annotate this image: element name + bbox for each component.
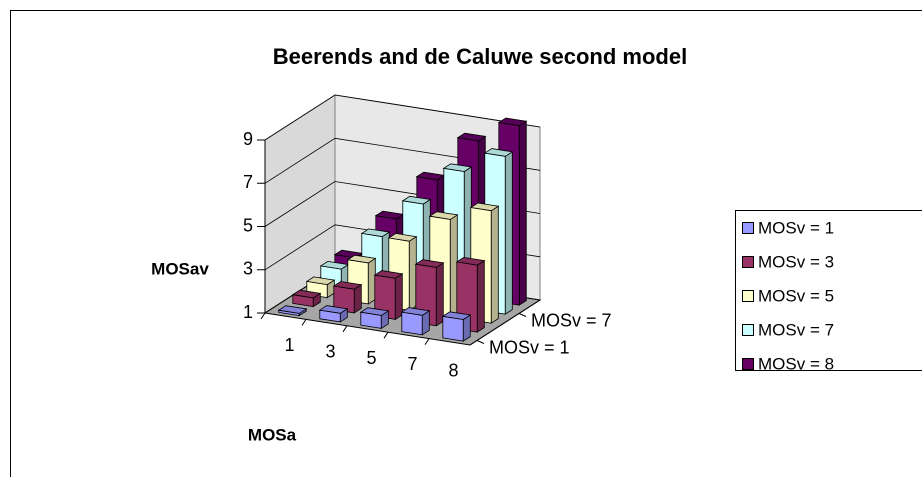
bar [400, 307, 431, 336]
depth-tick-label: MOSv = 1 [489, 337, 570, 357]
bar-top [428, 211, 459, 220]
bar-front [401, 311, 423, 336]
x-tick-label: 8 [448, 361, 458, 381]
bar [441, 311, 472, 342]
legend-label: MOSv = 3 [758, 252, 834, 271]
y-axis-label: MOSav [151, 259, 209, 278]
bar-side [449, 214, 458, 318]
bar-top [400, 307, 431, 316]
depth-tick [518, 313, 527, 317]
legend-label: MOSv = 7 [758, 320, 834, 339]
bar-side [518, 120, 527, 306]
legend: MOSv = 1 MOSv = 3 MOSv = 5 MOSv = 7 MOSv = 8 [735, 210, 922, 373]
grid-line [264, 94, 541, 141]
legend-swatch [742, 358, 754, 370]
x-tick-label: 5 [366, 348, 376, 368]
x-tick [260, 312, 266, 320]
legend-label: MOSv = 1 [758, 218, 834, 237]
y-tick-label: 9 [243, 129, 253, 149]
legend-swatch [742, 290, 754, 302]
depth-axis-line [469, 299, 541, 346]
bar-side [408, 235, 417, 312]
x-tick-label: 1 [284, 335, 294, 355]
y-tick-label: 5 [243, 215, 253, 235]
bar-top [442, 163, 473, 172]
y-tick-label: 1 [243, 302, 253, 322]
x-tick [424, 338, 430, 345]
bar [277, 305, 308, 317]
bar [291, 289, 322, 308]
bar-top [387, 232, 418, 242]
x-tick [383, 331, 389, 339]
bar-top [305, 276, 336, 286]
x-tick-label: 7 [407, 354, 417, 374]
bar-top [456, 132, 487, 142]
x-tick-label: 3 [325, 341, 335, 361]
bar-top [277, 305, 308, 314]
plot-area: 1 3 5 7 9 1 3 5 7 8 MOSv = 1 MOSv = 7 [243, 94, 612, 381]
depth-tick [476, 340, 485, 344]
bar [332, 281, 363, 314]
bar-top [441, 311, 472, 320]
bar-side [504, 151, 513, 315]
legend-swatch [742, 256, 754, 268]
legend-swatch [742, 222, 754, 234]
x-axis-label: MOSa [248, 425, 297, 444]
bar [373, 270, 404, 321]
legend-swatch [742, 324, 754, 336]
bar-top [497, 117, 528, 127]
bar [359, 307, 390, 330]
depth-tick-label: MOSv = 7 [531, 310, 612, 330]
bar-top [373, 270, 404, 279]
bar-top [414, 259, 445, 268]
x-tick [342, 325, 348, 333]
bar-top [455, 256, 486, 266]
bar-side [394, 273, 403, 321]
legend-label: MOSv = 8 [758, 354, 834, 373]
chart-border [10, 10, 922, 477]
legend-box [735, 210, 922, 371]
bar-top [291, 289, 322, 299]
x-tick [301, 319, 307, 326]
bar-side [490, 205, 499, 324]
bar-side [476, 259, 485, 333]
bar-top [401, 195, 432, 205]
bar-top [483, 148, 514, 157]
bar-side [367, 257, 376, 305]
bar [318, 305, 349, 323]
bar-front [442, 315, 464, 342]
legend-label: MOSv = 5 [758, 286, 834, 305]
bar-top [332, 281, 363, 290]
bar-top [359, 307, 390, 316]
bar-top [360, 228, 391, 238]
bar-top [469, 202, 500, 212]
bar-top [318, 305, 349, 314]
y-tick-label: 3 [243, 259, 253, 279]
chart-title: Beerends and de Caluwe second model [273, 44, 687, 69]
bar-top [346, 254, 377, 264]
y-tick-label: 7 [243, 172, 253, 192]
